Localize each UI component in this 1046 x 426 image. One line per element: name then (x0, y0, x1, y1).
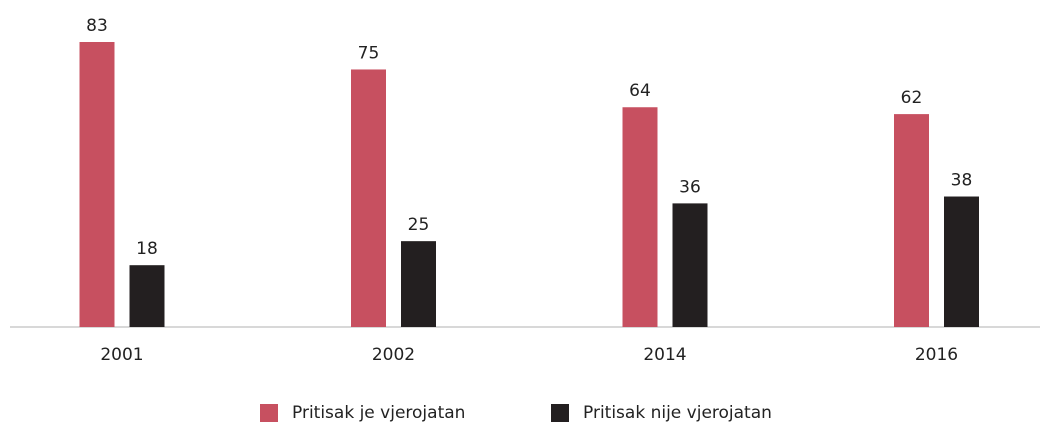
data-label: 18 (136, 239, 158, 259)
data-label: 62 (901, 88, 923, 108)
legend-label: Pritisak je vjerojatan (292, 403, 465, 423)
data-label: 25 (408, 215, 430, 235)
bar (672, 203, 708, 327)
legend-swatch (551, 404, 569, 422)
x-tick-label: 2001 (100, 345, 143, 365)
bar (351, 69, 386, 327)
bar (129, 265, 165, 327)
data-label: 36 (679, 177, 701, 197)
bar (894, 114, 929, 328)
data-label: 64 (629, 81, 651, 101)
bar (401, 241, 436, 327)
legend-label: Pritisak nije vjerojatan (583, 403, 772, 423)
data-label: 38 (951, 171, 973, 191)
bar (79, 42, 115, 327)
data-label: 75 (358, 43, 380, 63)
data-label: 83 (86, 16, 108, 36)
bar (944, 196, 979, 327)
x-tick-label: 2016 (915, 345, 958, 365)
legend-swatch (260, 404, 278, 422)
x-tick-label: 2014 (643, 345, 686, 365)
x-tick-label: 2002 (372, 345, 415, 365)
bar (622, 107, 658, 327)
